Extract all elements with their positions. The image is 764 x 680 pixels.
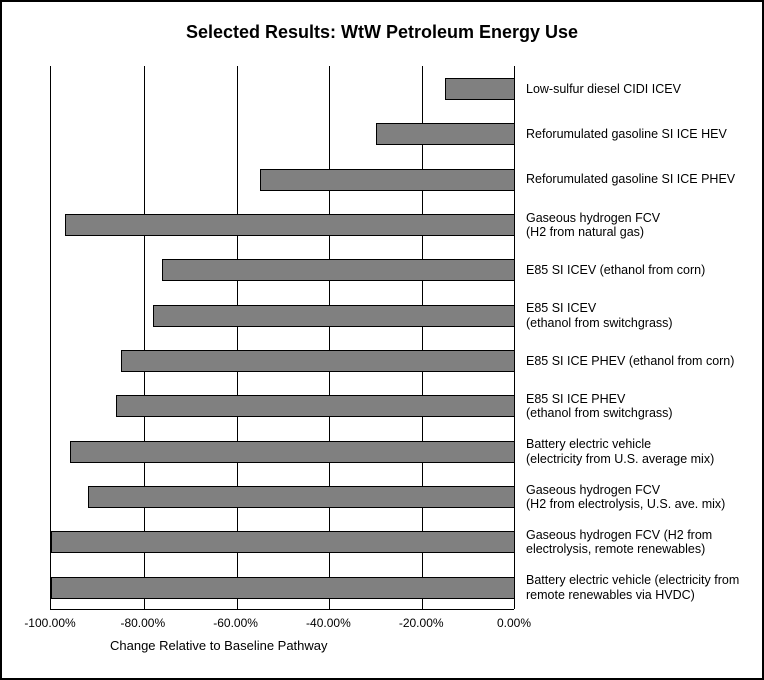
category-label: Reforumulated gasoline SI ICE PHEV — [526, 172, 735, 186]
x-tick-label: -40.00% — [306, 616, 351, 630]
category-label: Low-sulfur diesel CIDI ICEV — [526, 82, 681, 96]
category-label: E85 SI ICE PHEV(ethanol from switchgrass… — [526, 392, 673, 421]
category-label: Gaseous hydrogen FCV (H2 fromelectrolysi… — [526, 528, 712, 557]
category-label: Gaseous hydrogen FCV(H2 from natural gas… — [526, 211, 660, 240]
category-label: Battery electric vehicle(electricity fro… — [526, 437, 714, 466]
bar — [116, 395, 515, 417]
bar — [153, 305, 515, 327]
bar — [376, 123, 515, 145]
x-tick-label: -100.00% — [24, 616, 75, 630]
bar — [88, 486, 515, 508]
gridline — [144, 66, 145, 609]
category-label: Reforumulated gasoline SI ICE HEV — [526, 127, 727, 141]
category-label: E85 SI ICEV(ethanol from switchgrass) — [526, 301, 673, 330]
chart-title: Selected Results: WtW Petroleum Energy U… — [2, 22, 762, 43]
bar — [70, 441, 515, 463]
bar — [51, 531, 515, 553]
bar — [162, 259, 515, 281]
x-axis-label: Change Relative to Baseline Pathway — [110, 638, 328, 653]
bar — [65, 214, 515, 236]
plot-area — [50, 66, 514, 610]
gridline — [422, 66, 423, 609]
x-tick-label: -20.00% — [399, 616, 444, 630]
x-tick-label: -80.00% — [120, 616, 165, 630]
category-label: E85 SI ICE PHEV (ethanol from corn) — [526, 354, 734, 368]
category-label: Battery electric vehicle (electricity fr… — [526, 573, 739, 602]
gridline — [237, 66, 238, 609]
bar — [121, 350, 515, 372]
axis-right-edge — [514, 66, 515, 609]
gridline — [329, 66, 330, 609]
x-tick-label: -60.00% — [213, 616, 258, 630]
category-label: E85 SI ICEV (ethanol from corn) — [526, 263, 705, 277]
chart-frame: Selected Results: WtW Petroleum Energy U… — [0, 0, 764, 680]
x-tick-label: 0.00% — [497, 616, 531, 630]
bar — [260, 169, 515, 191]
bar — [445, 78, 515, 100]
bar — [51, 577, 515, 599]
category-label: Gaseous hydrogen FCV(H2 from electrolysi… — [526, 483, 725, 512]
